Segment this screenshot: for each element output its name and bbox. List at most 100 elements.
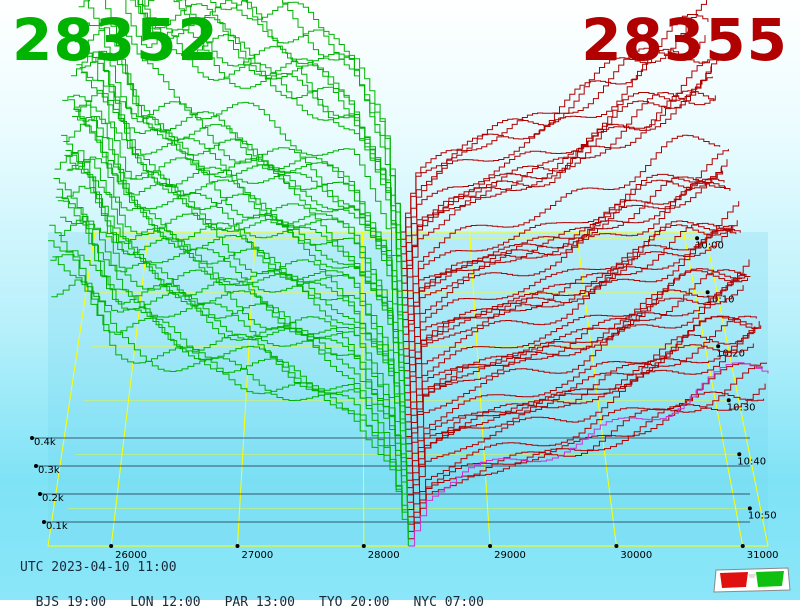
bid-depth-curve bbox=[53, 178, 408, 510]
bid-depth-curve bbox=[63, 117, 407, 444]
bid-depth-curve bbox=[210, 0, 402, 247]
bid-depth-curve bbox=[58, 216, 407, 473]
ask-depth-curve bbox=[402, 167, 722, 313]
depth-tick-dot bbox=[42, 520, 46, 524]
bid-depth-curve bbox=[61, 134, 407, 459]
price-tick-dot bbox=[614, 544, 619, 548]
depth-tick-dot bbox=[38, 492, 42, 496]
depth-tick-dot bbox=[34, 464, 38, 468]
bid-depth-curve bbox=[50, 254, 409, 532]
bid-depth-curve bbox=[52, 256, 408, 517]
ask-depth-curve bbox=[406, 343, 754, 474]
bid-depth-curve bbox=[48, 240, 409, 546]
ask-depth-curve bbox=[400, 35, 706, 233]
bid-depth-curve bbox=[175, 0, 401, 232]
bid-depth-curve bbox=[56, 188, 408, 488]
ask-depth-curve bbox=[405, 273, 746, 430]
bid-depth-curve bbox=[173, 0, 402, 254]
ask-depth-curve bbox=[408, 362, 769, 547]
bid-depth-curve bbox=[49, 224, 409, 539]
price-tick-label: 27000 bbox=[241, 550, 273, 561]
ask-depth-curve bbox=[406, 259, 750, 452]
price-tick-dot bbox=[361, 544, 366, 548]
ask-depth-curve bbox=[404, 220, 738, 394]
time-tick-label: 10:30 bbox=[727, 402, 756, 413]
3d-glasses-icon[interactable] bbox=[712, 562, 792, 596]
ask-depth-curve bbox=[408, 362, 767, 540]
ask-depth-curve bbox=[401, 48, 710, 255]
ask-depth-curve bbox=[406, 270, 748, 445]
ask-depth-curve bbox=[407, 325, 762, 510]
ask-depth-curve bbox=[404, 225, 735, 379]
ask-depth-curve bbox=[403, 176, 726, 335]
depth-tick-label: 0.3k bbox=[38, 465, 60, 476]
ask-depth-curve bbox=[401, 92, 716, 284]
time-tick-dot bbox=[726, 398, 731, 403]
bid-depth-curve bbox=[71, 51, 405, 393]
price-tick-label: 28000 bbox=[368, 550, 400, 561]
clock-par: PAR 13:00 bbox=[224, 595, 296, 610]
clock-nyc: NYC 07:00 bbox=[413, 595, 484, 610]
bid-depth-curve bbox=[51, 279, 409, 525]
clock-lon: LON 12:00 bbox=[130, 595, 201, 610]
price-tick-label: 29000 bbox=[494, 550, 526, 561]
price-tick-dot bbox=[109, 544, 114, 548]
time-tick-dot bbox=[695, 236, 700, 241]
ask-depth-curve bbox=[407, 316, 759, 496]
bid-depth-curve bbox=[69, 39, 405, 400]
ask-depth-curve bbox=[402, 59, 719, 299]
depth-tick-label: 0.1k bbox=[46, 521, 68, 532]
bid-depth-curve bbox=[72, 116, 405, 386]
bid-depth-curve bbox=[84, 18, 403, 305]
floor-outline bbox=[47, 231, 769, 547]
ask-depth-curve bbox=[407, 315, 757, 489]
price-tick-label: 31000 bbox=[747, 550, 779, 561]
ask-depth-curve bbox=[403, 220, 732, 364]
time-tick-label: 10:10 bbox=[706, 294, 735, 305]
ask-depth-curve bbox=[404, 226, 734, 372]
price-tick-dot bbox=[235, 544, 240, 548]
depth-tick-label: 0.2k bbox=[42, 493, 64, 504]
ask-depth-curve bbox=[403, 159, 728, 342]
price-tick-dot bbox=[488, 544, 493, 548]
time-tick-dot bbox=[737, 452, 742, 457]
time-tick-dot bbox=[705, 290, 710, 295]
bid-depth-curve bbox=[64, 154, 406, 437]
price-tick-label: 30000 bbox=[620, 550, 652, 561]
bid-depth-curve bbox=[78, 0, 404, 342]
bid-depth-curve bbox=[137, 0, 403, 298]
ask-depth-curve bbox=[404, 201, 740, 401]
utc-time: UTC 2023-04-10 11:00 bbox=[20, 560, 177, 575]
ask-price: 28355 bbox=[581, 6, 788, 74]
bid-depth-curve bbox=[83, 27, 403, 313]
price-tick-label: 26000 bbox=[115, 550, 147, 561]
ask-depth-curve bbox=[401, 66, 712, 262]
ask-depth-curve bbox=[405, 228, 741, 408]
time-tick-label: 10:50 bbox=[748, 510, 777, 521]
price-tick-dot bbox=[740, 544, 745, 548]
bid-depth-curve bbox=[144, 0, 402, 284]
world-clocks: BJS 19:00 LON 12:00 PAR 13:00 TYO 20:00 NYC … bbox=[20, 580, 508, 610]
bid-depth-curve bbox=[54, 150, 408, 503]
ask-depth-curve bbox=[405, 268, 743, 416]
time-tick-label: 10:20 bbox=[716, 348, 745, 359]
depth-tick-dot bbox=[30, 436, 34, 440]
bid-depth-curve bbox=[76, 64, 404, 357]
bid-depth-curve bbox=[68, 99, 406, 408]
clock-tyo: TYO 20:00 bbox=[319, 595, 390, 610]
ask-depth-curve bbox=[402, 56, 718, 291]
time-tick-dot bbox=[747, 506, 752, 511]
ask-depth-curve bbox=[403, 181, 731, 357]
bid-depth-curve bbox=[62, 94, 407, 452]
bid-depth-curve bbox=[65, 150, 406, 430]
ask-depth-curve bbox=[405, 269, 747, 437]
ask-depth-curve bbox=[403, 149, 729, 350]
bid-depth-curve bbox=[125, 0, 402, 269]
ask-depth-curve bbox=[408, 383, 766, 532]
bid-depth-curve bbox=[60, 216, 407, 466]
time-tick-dot bbox=[716, 344, 721, 349]
ask-depth-curve bbox=[406, 276, 751, 459]
time-tick-label: 10:00 bbox=[695, 240, 724, 251]
bid-depth-curve bbox=[231, 0, 401, 240]
